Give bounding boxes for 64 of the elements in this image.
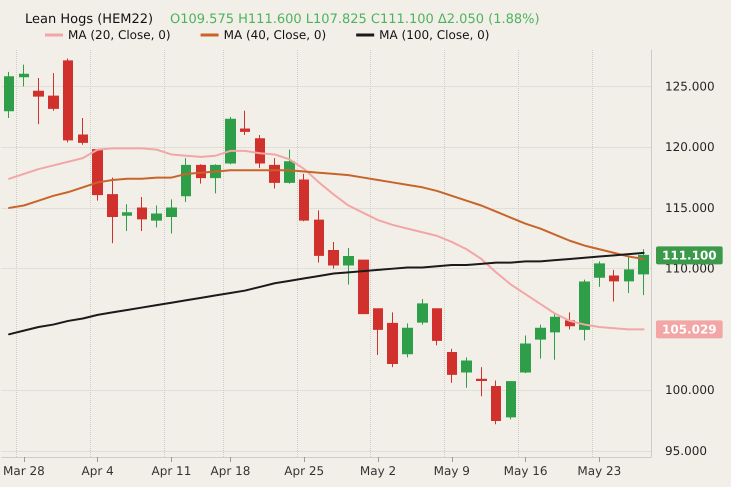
candlestick (166, 198, 177, 234)
candlestick (92, 149, 103, 202)
candlestick (609, 269, 619, 302)
candlestick (33, 77, 44, 125)
candlestick (240, 110, 250, 136)
x-tick-label: May 16 (504, 464, 548, 478)
y-tick-label: 95.000 (665, 444, 707, 458)
x-tick-label: May 23 (577, 464, 622, 478)
candlestick (107, 177, 118, 244)
x-tick-label: Apr 25 (284, 464, 324, 478)
y-tick-label: 115.000 (665, 200, 715, 215)
candlestick (520, 335, 531, 374)
y-tick-label: 100.000 (665, 383, 715, 398)
candlestick (4, 71, 14, 119)
candlestick (535, 324, 546, 360)
candlestick (314, 210, 324, 264)
text: 111.100 (662, 248, 717, 262)
candlestick (63, 58, 73, 143)
x-tick-label: Apr 18 (210, 464, 250, 478)
candlestick (417, 298, 428, 326)
y-tick-label: 125.000 (665, 79, 715, 94)
legend-label: MA (20, Close, 0) (68, 28, 171, 42)
candlestick (299, 173, 309, 222)
line-series (8, 169, 645, 260)
candlestick (78, 118, 88, 146)
candlestick (151, 205, 162, 228)
chart-title: Lean Hogs (HEM22) (25, 12, 154, 27)
candlestick (19, 64, 29, 87)
candlestick (491, 380, 501, 425)
x-tick-label: Apr 4 (82, 464, 114, 478)
candlestick (48, 72, 59, 112)
chart-subtitle: O109.575 H111.600 L107.825 C111.100 Δ2.050 (1.88%) (170, 12, 540, 27)
line-series (8, 147, 645, 330)
candlestick (255, 134, 265, 168)
x-tick-label: Apr 11 (151, 464, 192, 478)
candlestick (638, 248, 649, 296)
candlestick (181, 158, 191, 202)
candlestick (461, 356, 472, 388)
candlestick (506, 381, 516, 420)
line-series (8, 252, 645, 336)
candlestick (432, 308, 442, 346)
candlestick (225, 116, 236, 165)
candlestick (550, 313, 560, 360)
text: 105.029 (662, 322, 717, 336)
candlestick (579, 279, 590, 341)
candlestick (137, 196, 147, 232)
candlestick (402, 322, 413, 358)
legend-label: MA (100, Close, 0) (379, 28, 490, 42)
candlestick (122, 204, 132, 232)
candlestick (387, 312, 398, 368)
legend-label: MA (40, Close, 0) (224, 28, 326, 42)
candlestick (328, 241, 339, 270)
x-tick-label: May 9 (434, 464, 470, 478)
y-tick-label: 110.000 (665, 262, 715, 276)
candlestick (358, 260, 369, 314)
x-tick-label: May 2 (360, 464, 396, 478)
candlestick (447, 348, 457, 384)
candlestick (624, 256, 634, 294)
candlestick (476, 366, 487, 397)
candlestick (343, 248, 354, 285)
y-tick-label: 120.000 (665, 140, 715, 154)
candlestick (594, 260, 605, 288)
x-tick-label: Mar 28 (2, 464, 45, 478)
candlestick (373, 308, 383, 356)
